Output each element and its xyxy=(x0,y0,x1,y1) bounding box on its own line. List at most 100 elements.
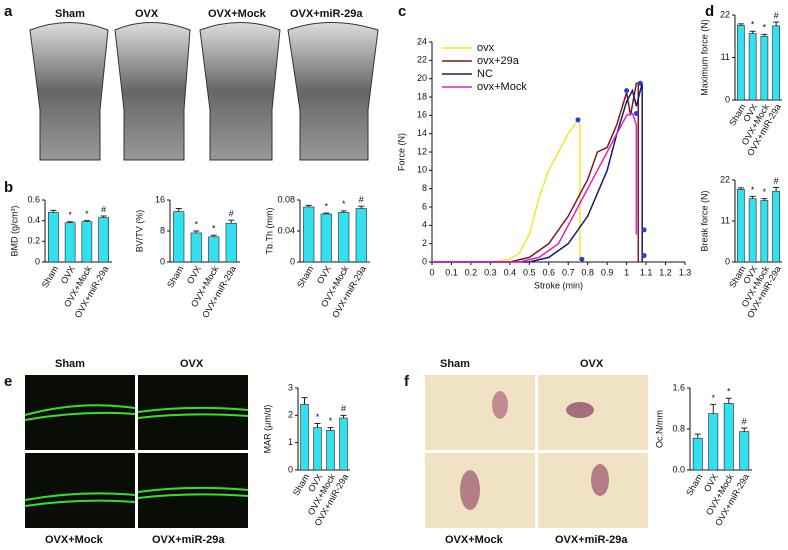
bar xyxy=(326,430,335,471)
image-label: OVX+Mock xyxy=(208,8,267,20)
error-bar xyxy=(737,23,744,26)
y-tick-label: 0.4 xyxy=(27,215,40,225)
significance-mark: * xyxy=(212,224,216,234)
y-tick-label: 0.0 xyxy=(672,464,685,474)
bar xyxy=(303,206,315,263)
x-tick-label: 1 xyxy=(624,267,629,277)
x-tick-label: 0.3 xyxy=(484,267,497,277)
y-axis-label: MAR (μm/d) xyxy=(262,405,272,454)
error-bar xyxy=(773,186,780,192)
y-tick-label: 18 xyxy=(417,91,427,101)
y-tick-label: 6 xyxy=(422,201,427,211)
bar xyxy=(208,236,220,263)
y-tick-label: 0.8 xyxy=(672,423,685,433)
error-bar xyxy=(340,210,347,213)
bar xyxy=(760,35,769,101)
image-label: OVX+Mock xyxy=(45,534,104,546)
x-axis-label: Stroke (min) xyxy=(534,280,583,290)
y-tick-label: 0 xyxy=(422,256,427,266)
x-tick-label: Sham xyxy=(684,472,704,497)
y-tick-label: 11 xyxy=(721,215,730,225)
image-label: OVX+Mock xyxy=(445,534,504,546)
error-bar xyxy=(67,221,74,223)
bar xyxy=(300,404,309,471)
panel-letter: c xyxy=(398,3,406,20)
error-bar xyxy=(175,208,182,212)
bar xyxy=(737,189,745,263)
error-bar xyxy=(773,21,780,26)
legend-label: ovx+29a xyxy=(477,55,520,67)
legend-label: ovx xyxy=(477,42,495,54)
bar xyxy=(723,403,734,471)
significance-mark: # xyxy=(774,176,779,186)
x-tick-label: 0.6 xyxy=(543,267,556,277)
bar xyxy=(64,222,76,263)
error-bar xyxy=(327,427,334,431)
y-tick-label: 0 xyxy=(290,256,295,266)
y-tick-label: 0 xyxy=(288,464,293,474)
bar xyxy=(737,25,745,101)
y-axis-label: Force (N) xyxy=(396,133,406,171)
x-tick-label: 0.7 xyxy=(562,267,575,277)
significance-mark: # xyxy=(742,416,747,426)
trap-images xyxy=(425,375,648,528)
bar xyxy=(173,211,185,263)
significance-mark: * xyxy=(329,416,333,426)
y-tick-label: 8 xyxy=(422,183,427,193)
bar xyxy=(98,217,109,263)
significance-mark: * xyxy=(727,387,731,397)
error-bar xyxy=(314,423,321,428)
significance-mark: # xyxy=(101,204,106,214)
bar xyxy=(339,417,348,471)
significance-mark: * xyxy=(751,185,755,195)
significance-mark: * xyxy=(763,23,767,33)
break-point xyxy=(633,111,639,116)
error-bar xyxy=(301,397,308,405)
error-bar xyxy=(741,427,748,432)
panel-letter: d xyxy=(705,3,714,20)
panel-letter: e xyxy=(4,373,12,390)
bar xyxy=(338,212,350,263)
error-bar xyxy=(761,33,768,37)
bar xyxy=(748,33,757,101)
legend-label: NC xyxy=(477,68,493,80)
bar xyxy=(692,437,703,471)
error-bar xyxy=(694,433,701,439)
y-axis-label: BMD (g/cm³) xyxy=(9,206,19,257)
y-tick-label: 0 xyxy=(160,256,165,266)
y-axis-label: Maximum force (N) xyxy=(699,19,709,96)
y-tick-label: 3 xyxy=(288,382,293,392)
bar xyxy=(772,25,780,101)
break-point xyxy=(624,88,630,94)
x-tick-label: 0.9 xyxy=(601,267,614,277)
y-tick-label: 14 xyxy=(417,128,427,138)
panel-letter: b xyxy=(4,179,13,196)
image-label: Sham xyxy=(440,358,470,370)
error-bar xyxy=(725,397,732,404)
data-line xyxy=(432,112,638,263)
image-label: Sham xyxy=(55,358,85,370)
error-bar xyxy=(358,205,365,209)
y-tick-label: 20 xyxy=(417,73,427,83)
y-tick-label: 0.2 xyxy=(27,236,40,246)
significance-mark: * xyxy=(342,199,346,209)
bar xyxy=(748,198,757,263)
image-label: Sham xyxy=(55,8,85,20)
x-tick-label: Sham xyxy=(165,264,185,289)
x-tick-label: 0 xyxy=(429,267,434,277)
bar xyxy=(760,200,769,263)
error-bar xyxy=(228,219,235,224)
significance-mark: * xyxy=(68,210,72,220)
error-bar xyxy=(193,230,200,233)
fluorescence-images xyxy=(24,375,249,528)
bar xyxy=(48,212,59,263)
y-tick-label: 16 xyxy=(417,110,427,120)
y-tick-label: 0 xyxy=(725,94,730,104)
y-tick-label: 10 xyxy=(417,165,427,175)
y-tick-label: 2 xyxy=(288,410,293,420)
x-tick-label: 0.5 xyxy=(523,267,536,277)
error-bar xyxy=(83,220,90,222)
y-tick-label: 0 xyxy=(725,256,730,266)
bar xyxy=(708,413,719,471)
